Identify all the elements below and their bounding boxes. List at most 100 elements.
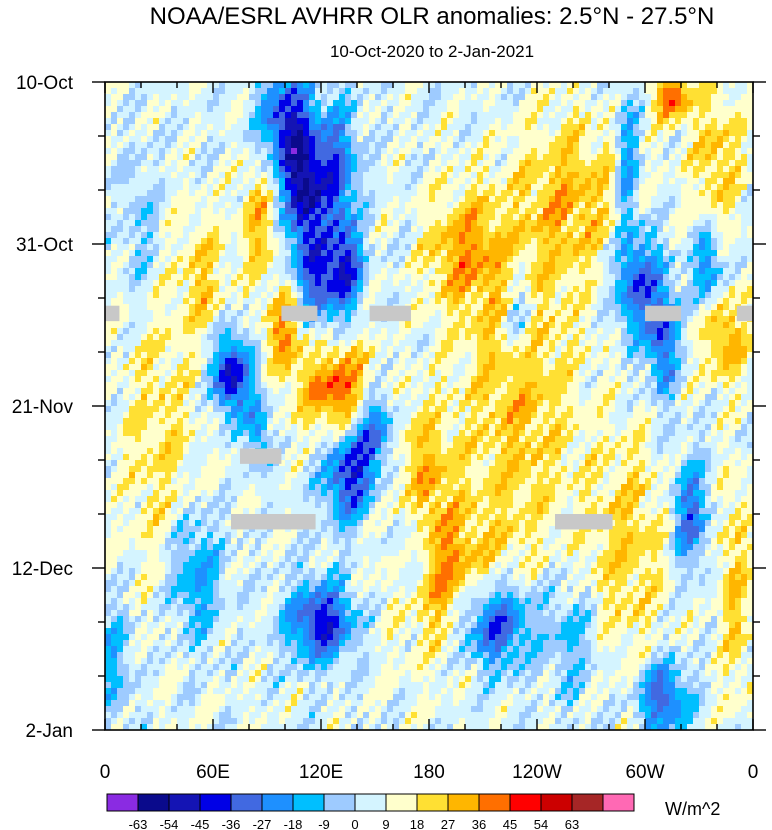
heatmap-cell xyxy=(411,118,418,125)
heatmap-cell xyxy=(399,334,406,341)
heatmap-cell xyxy=(555,322,562,329)
heatmap-cell xyxy=(681,172,688,179)
heatmap-cell xyxy=(423,286,430,293)
heatmap-cell xyxy=(543,136,550,143)
heatmap-cell xyxy=(699,184,706,191)
heatmap-cell xyxy=(387,154,394,161)
heatmap-cell xyxy=(549,352,556,359)
heatmap-cell xyxy=(387,166,394,173)
heatmap-cell xyxy=(501,310,508,317)
heatmap-cell xyxy=(423,250,430,257)
heatmap-cell xyxy=(195,304,202,311)
heatmap-cell xyxy=(495,322,502,329)
heatmap-cell xyxy=(321,292,328,299)
heatmap-cell xyxy=(165,262,172,269)
heatmap-cell xyxy=(537,268,544,275)
heatmap-cell xyxy=(213,292,220,299)
heatmap-cell xyxy=(453,232,460,239)
heatmap-cell xyxy=(267,82,274,89)
heatmap-cell xyxy=(735,166,742,173)
heatmap-cell xyxy=(705,184,712,191)
heatmap-cell xyxy=(459,316,466,323)
heatmap-cell xyxy=(747,334,754,341)
heatmap-cell xyxy=(429,226,436,233)
heatmap-cell xyxy=(315,238,322,245)
heatmap-cell xyxy=(267,196,274,203)
heatmap-cell xyxy=(615,328,622,335)
heatmap-cell xyxy=(645,94,652,101)
heatmap-cell xyxy=(297,298,304,305)
heatmap-cell xyxy=(735,346,742,353)
heatmap-cell xyxy=(585,172,592,179)
heatmap-cell xyxy=(621,250,628,257)
heatmap-cell xyxy=(663,346,670,353)
heatmap-cell xyxy=(621,136,628,143)
heatmap-cell xyxy=(477,298,484,305)
heatmap-cell xyxy=(195,340,202,347)
heatmap-cell xyxy=(333,166,340,173)
heatmap-cell xyxy=(291,142,298,149)
heatmap-cell xyxy=(291,340,298,347)
heatmap-cell xyxy=(693,82,700,89)
heatmap-cell xyxy=(117,172,124,179)
heatmap-cell xyxy=(213,142,220,149)
heatmap-cell xyxy=(153,208,160,215)
heatmap-cell xyxy=(741,328,748,335)
heatmap-cell xyxy=(225,316,232,323)
heatmap-cell xyxy=(315,202,322,209)
heatmap-cell xyxy=(681,184,688,191)
heatmap-cell xyxy=(639,238,646,245)
heatmap-cell xyxy=(663,172,670,179)
heatmap-cell xyxy=(405,190,412,197)
heatmap-cell xyxy=(459,94,466,101)
heatmap-cell xyxy=(465,208,472,215)
heatmap-cell xyxy=(219,244,226,251)
heatmap-cell xyxy=(513,310,520,317)
heatmap-cell xyxy=(567,178,574,185)
heatmap-cell xyxy=(147,196,154,203)
heatmap-cell xyxy=(549,148,556,155)
heatmap-cell xyxy=(531,142,538,149)
heatmap-cell xyxy=(225,232,232,239)
heatmap-cell xyxy=(501,274,508,281)
heatmap-cell xyxy=(207,280,214,287)
heatmap-cell xyxy=(351,268,358,275)
heatmap-cell xyxy=(117,244,124,251)
heatmap-cell xyxy=(399,262,406,269)
heatmap-cell xyxy=(393,268,400,275)
heatmap-cell xyxy=(423,334,430,341)
heatmap-cell xyxy=(531,220,538,227)
heatmap-cell xyxy=(681,166,688,173)
heatmap-cell xyxy=(699,280,706,287)
heatmap-cell xyxy=(303,226,310,233)
heatmap-cell xyxy=(339,112,346,119)
heatmap-cell xyxy=(699,340,706,347)
heatmap-cell xyxy=(435,256,442,263)
heatmap-cell xyxy=(555,304,562,311)
heatmap-cell xyxy=(363,238,370,245)
heatmap-cell xyxy=(393,160,400,167)
heatmap-cell xyxy=(375,250,382,257)
heatmap-cell xyxy=(267,298,274,305)
heatmap-cell xyxy=(369,232,376,239)
heatmap-cell xyxy=(537,292,544,299)
heatmap-cell xyxy=(513,286,520,293)
heatmap-cell xyxy=(183,136,190,143)
heatmap-cell xyxy=(411,274,418,281)
heatmap-cell xyxy=(159,328,166,335)
heatmap-cell xyxy=(735,94,742,101)
heatmap-cell xyxy=(327,82,334,89)
heatmap-cell xyxy=(399,190,406,197)
heatmap-cell xyxy=(171,322,178,329)
heatmap-cell xyxy=(651,88,658,95)
heatmap-cell xyxy=(105,130,112,137)
heatmap-cell xyxy=(687,94,694,101)
heatmap-cell xyxy=(213,328,220,335)
heatmap-cell xyxy=(147,220,154,227)
heatmap-cell xyxy=(387,190,394,197)
heatmap-cell xyxy=(261,208,268,215)
heatmap-cell xyxy=(747,88,754,95)
heatmap-cell xyxy=(483,118,490,125)
heatmap-cell xyxy=(219,130,226,137)
heatmap-cell xyxy=(147,280,154,287)
